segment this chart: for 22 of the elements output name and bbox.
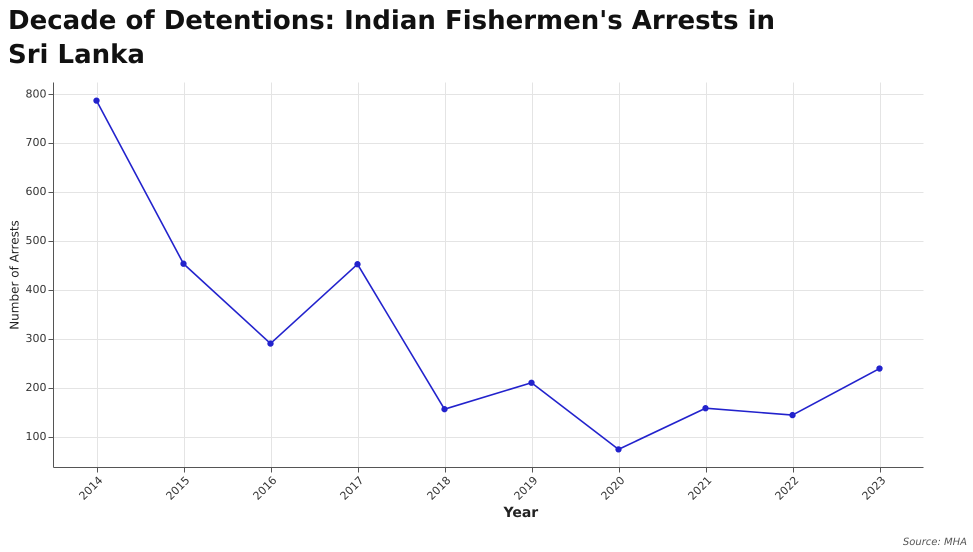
point [789,412,796,418]
point [354,261,361,268]
point [267,340,274,347]
y-tick-label: 700 [26,136,46,150]
point [528,380,535,386]
y-tick-label: 600 [26,185,46,198]
point [876,365,883,372]
y-tick-label: 100 [26,430,46,444]
point [615,446,622,453]
point [180,260,187,267]
source-note: Source: MHA [902,537,967,548]
x-axis-title: Year [502,505,538,522]
y-tick-label: 300 [26,332,46,346]
point [702,405,709,412]
point [93,97,100,104]
y-tick-label: 200 [26,381,46,394]
point [441,406,448,412]
y-tick-label: 400 [26,283,46,296]
chart-title: Decade of Detentions: Indian Fishermen's Arrests in Sri Lanka [8,6,776,70]
y-axis-title: Number of Arrests [8,220,22,330]
y-tick-label: 500 [26,234,46,248]
y-tick-label: 800 [26,87,46,100]
